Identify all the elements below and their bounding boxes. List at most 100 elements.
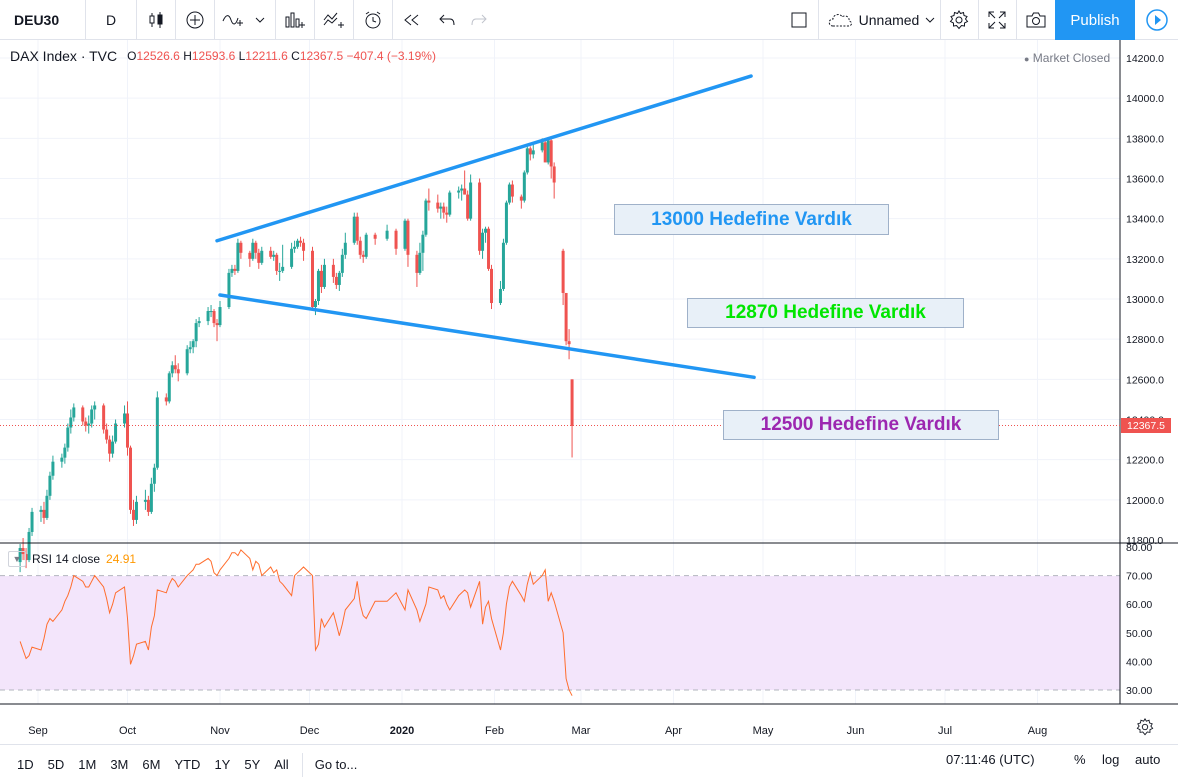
rsi-tick-label: 50.00: [1126, 628, 1152, 640]
trendline[interactable]: [218, 293, 756, 380]
layout-menu-button[interactable]: Unnamed: [822, 0, 940, 40]
candle: [484, 226, 488, 243]
candle: [48, 471, 52, 500]
range-ytd[interactable]: YTD: [174, 757, 201, 772]
financials-button[interactable]: [276, 0, 314, 40]
candle: [191, 339, 195, 354]
clock-label: 07:11:46 (UTC): [946, 752, 1035, 767]
template-lines-icon: [323, 12, 344, 28]
range-1d[interactable]: 1D: [17, 757, 34, 772]
candle-body: [331, 264, 335, 277]
candle: [421, 230, 425, 271]
snapshot-button[interactable]: [1016, 0, 1055, 40]
time-tick-label: Oct: [119, 725, 136, 737]
price-axis-ticks: 14200.0 14000.0 13800.0 13600.0 13400.0 13200…: [1126, 53, 1164, 547]
candle-body: [152, 467, 156, 484]
percent-toggle[interactable]: %: [1074, 752, 1086, 767]
compare-button[interactable]: [176, 0, 214, 40]
status-dot-icon: ●: [1024, 54, 1030, 64]
candle: [361, 250, 365, 263]
indicators-dropdown-button[interactable]: [251, 0, 269, 40]
play-button[interactable]: [1135, 0, 1178, 40]
candle-body: [510, 184, 514, 197]
candle: [131, 499, 135, 526]
fullscreen-button[interactable]: [978, 0, 1016, 40]
candle: [260, 246, 264, 265]
range-all[interactable]: All: [274, 757, 289, 772]
redo-button[interactable]: [463, 0, 495, 40]
legend-title: DAX Index · TVC: [10, 48, 118, 64]
annotation-13000[interactable]: 13000 Hedefine Vardık: [614, 204, 889, 235]
range-1m[interactable]: 1M: [78, 757, 97, 772]
clock[interactable]: 07:11:46 (UTC): [946, 752, 1035, 767]
candle-body: [167, 373, 171, 402]
candle: [504, 200, 508, 245]
candle: [302, 238, 306, 261]
interval-button[interactable]: D: [86, 0, 136, 40]
replay-button[interactable]: [393, 0, 431, 40]
range-3m[interactable]: 3M: [110, 757, 129, 772]
candle: [487, 226, 491, 271]
candle: [427, 188, 431, 211]
annotation-12870[interactable]: 12870 Hedefine Vardık: [687, 298, 964, 328]
rsi-band: [0, 576, 1120, 690]
chart-type-button[interactable]: [137, 0, 175, 40]
candle-body: [352, 216, 356, 243]
symbol-search-button[interactable]: DEU30: [0, 0, 85, 40]
candle: [358, 236, 362, 259]
candle: [167, 371, 171, 404]
axis-settings-button[interactable]: [1136, 718, 1156, 738]
candle: [531, 144, 535, 159]
rsi-level-lines: [0, 575, 1120, 691]
candle: [469, 174, 473, 221]
range-5y[interactable]: 5Y: [244, 757, 261, 772]
candle: [278, 262, 282, 281]
candle-body: [466, 194, 470, 219]
time-tick-label: Aug: [1028, 725, 1048, 737]
candle: [93, 401, 97, 420]
goto-button[interactable]: Go to...: [301, 752, 370, 777]
camera-icon: [1026, 12, 1045, 27]
annotation-12500[interactable]: 12500 Hedefine Vardık: [723, 410, 999, 440]
chart-canvas[interactable]: 14200.0 14000.0 13800.0 13600.0 13400.0 13200…: [0, 40, 1178, 744]
candle: [108, 435, 112, 462]
range-6m[interactable]: 6M: [142, 757, 161, 772]
fullscreen-layout-button[interactable]: [780, 0, 818, 40]
candle-body: [525, 148, 529, 173]
settings-button[interactable]: [940, 0, 978, 40]
toolbar-divider: [85, 0, 86, 40]
candle-body: [209, 311, 213, 313]
collapse-pane-button[interactable]: ▼: [8, 551, 26, 567]
candle: [194, 319, 198, 348]
candle: [146, 495, 150, 516]
candle-body: [123, 413, 127, 424]
log-toggle[interactable]: log: [1102, 752, 1119, 767]
indicators-button[interactable]: [215, 0, 251, 40]
candle: [481, 228, 485, 259]
candle-body: [146, 499, 150, 512]
candle-body: [24, 554, 28, 561]
candle-body: [230, 268, 234, 273]
candle: [490, 264, 494, 310]
auto-toggle[interactable]: auto: [1135, 752, 1160, 767]
candle: [272, 250, 276, 261]
candle: [466, 190, 470, 221]
toolbar-divider: [314, 0, 315, 40]
candle-body: [48, 475, 52, 496]
range-1y[interactable]: 1Y: [214, 757, 231, 772]
undo-button[interactable]: [431, 0, 463, 40]
cloud-icon: [828, 13, 852, 26]
publish-button[interactable]: Publish: [1055, 0, 1135, 40]
toolbar-divider: [214, 0, 215, 40]
templates-button[interactable]: [315, 0, 353, 40]
price-tick-label: 12200.0: [1126, 455, 1164, 467]
candle: [149, 477, 153, 514]
range-5d[interactable]: 5D: [47, 757, 65, 772]
trendline[interactable]: [215, 74, 753, 243]
time-tick-label: Dec: [300, 725, 320, 737]
last-price-label: 12367.5: [1121, 418, 1171, 433]
candle-body: [206, 311, 210, 322]
time-tick-label: Jul: [938, 725, 952, 737]
alert-button[interactable]: [354, 0, 392, 40]
candle-body: [257, 252, 261, 263]
